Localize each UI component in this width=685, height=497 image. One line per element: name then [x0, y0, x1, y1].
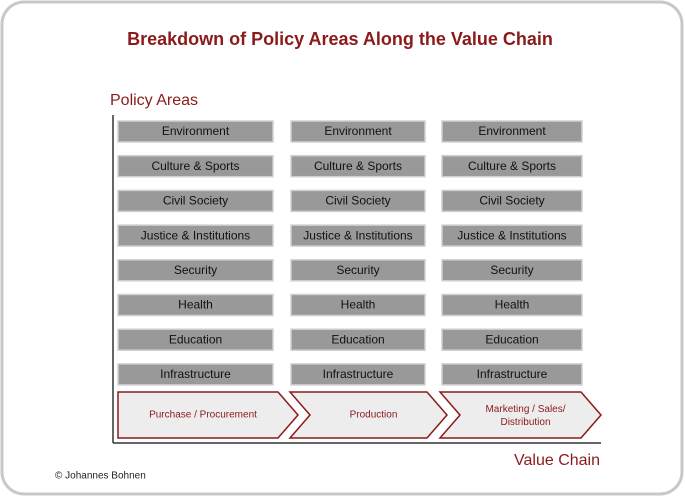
stage-label: Purchase / Procurement: [149, 410, 257, 421]
area-box: [117, 224, 274, 247]
area-box: [441, 363, 583, 386]
area-box: [441, 189, 583, 213]
area-label: Culture & Sports: [151, 159, 239, 173]
area-box: [290, 259, 426, 282]
area-label: Security: [174, 263, 217, 277]
area-box: [290, 363, 426, 386]
area-label: Health: [341, 298, 376, 312]
area-box: [441, 293, 583, 317]
area-box: [117, 189, 274, 213]
stage-chevron: [288, 391, 448, 439]
area-box: [441, 259, 583, 282]
area-label: Security: [490, 263, 533, 277]
area-box: [117, 363, 274, 386]
area-label: Environment: [162, 124, 230, 138]
area-box: [117, 154, 274, 178]
x-axis-label: Value Chain: [514, 452, 600, 469]
area-box: [290, 224, 426, 247]
stage-chevron: [117, 391, 299, 439]
area-label: Justice & Institutions: [141, 228, 250, 242]
area-label: Security: [336, 263, 379, 277]
y-axis-label: Policy Areas: [110, 92, 198, 109]
area-box: [290, 293, 426, 317]
area-box: [290, 154, 426, 178]
area-label: Justice & Institutions: [457, 228, 566, 242]
area-box: [441, 154, 583, 178]
area-box: [441, 328, 583, 351]
stage-label: Marketing / Sales/Distribution: [485, 404, 565, 428]
area-box: [441, 120, 583, 143]
area-label: Culture & Sports: [314, 159, 402, 173]
area-label: Civil Society: [479, 194, 544, 208]
copyright: © Johannes Bohnen: [55, 471, 146, 482]
area-label: Infrastructure: [477, 367, 548, 381]
area-box: [117, 328, 274, 351]
area-label: Civil Society: [325, 194, 390, 208]
area-label: Education: [331, 332, 384, 346]
stage-chevron: [438, 391, 602, 439]
area-box: [441, 224, 583, 247]
area-box: [290, 120, 426, 143]
area-box: [290, 328, 426, 351]
area-label: Justice & Institutions: [303, 228, 412, 242]
area-label: Education: [169, 332, 222, 346]
area-box: [290, 189, 426, 213]
area-label: Infrastructure: [323, 367, 394, 381]
area-label: Civil Society: [163, 194, 228, 208]
area-box: [117, 259, 274, 282]
area-label: Infrastructure: [160, 367, 231, 381]
area-box: [117, 120, 274, 143]
area-label: Environment: [478, 124, 546, 138]
title: Breakdown of Policy Areas Along the Valu…: [127, 29, 553, 49]
area-label: Health: [495, 298, 530, 312]
area-label: Health: [178, 298, 213, 312]
stage-label: Production: [350, 410, 398, 421]
area-label: Education: [485, 332, 538, 346]
area-box: [117, 293, 274, 317]
area-label: Environment: [324, 124, 392, 138]
area-label: Culture & Sports: [468, 159, 556, 173]
